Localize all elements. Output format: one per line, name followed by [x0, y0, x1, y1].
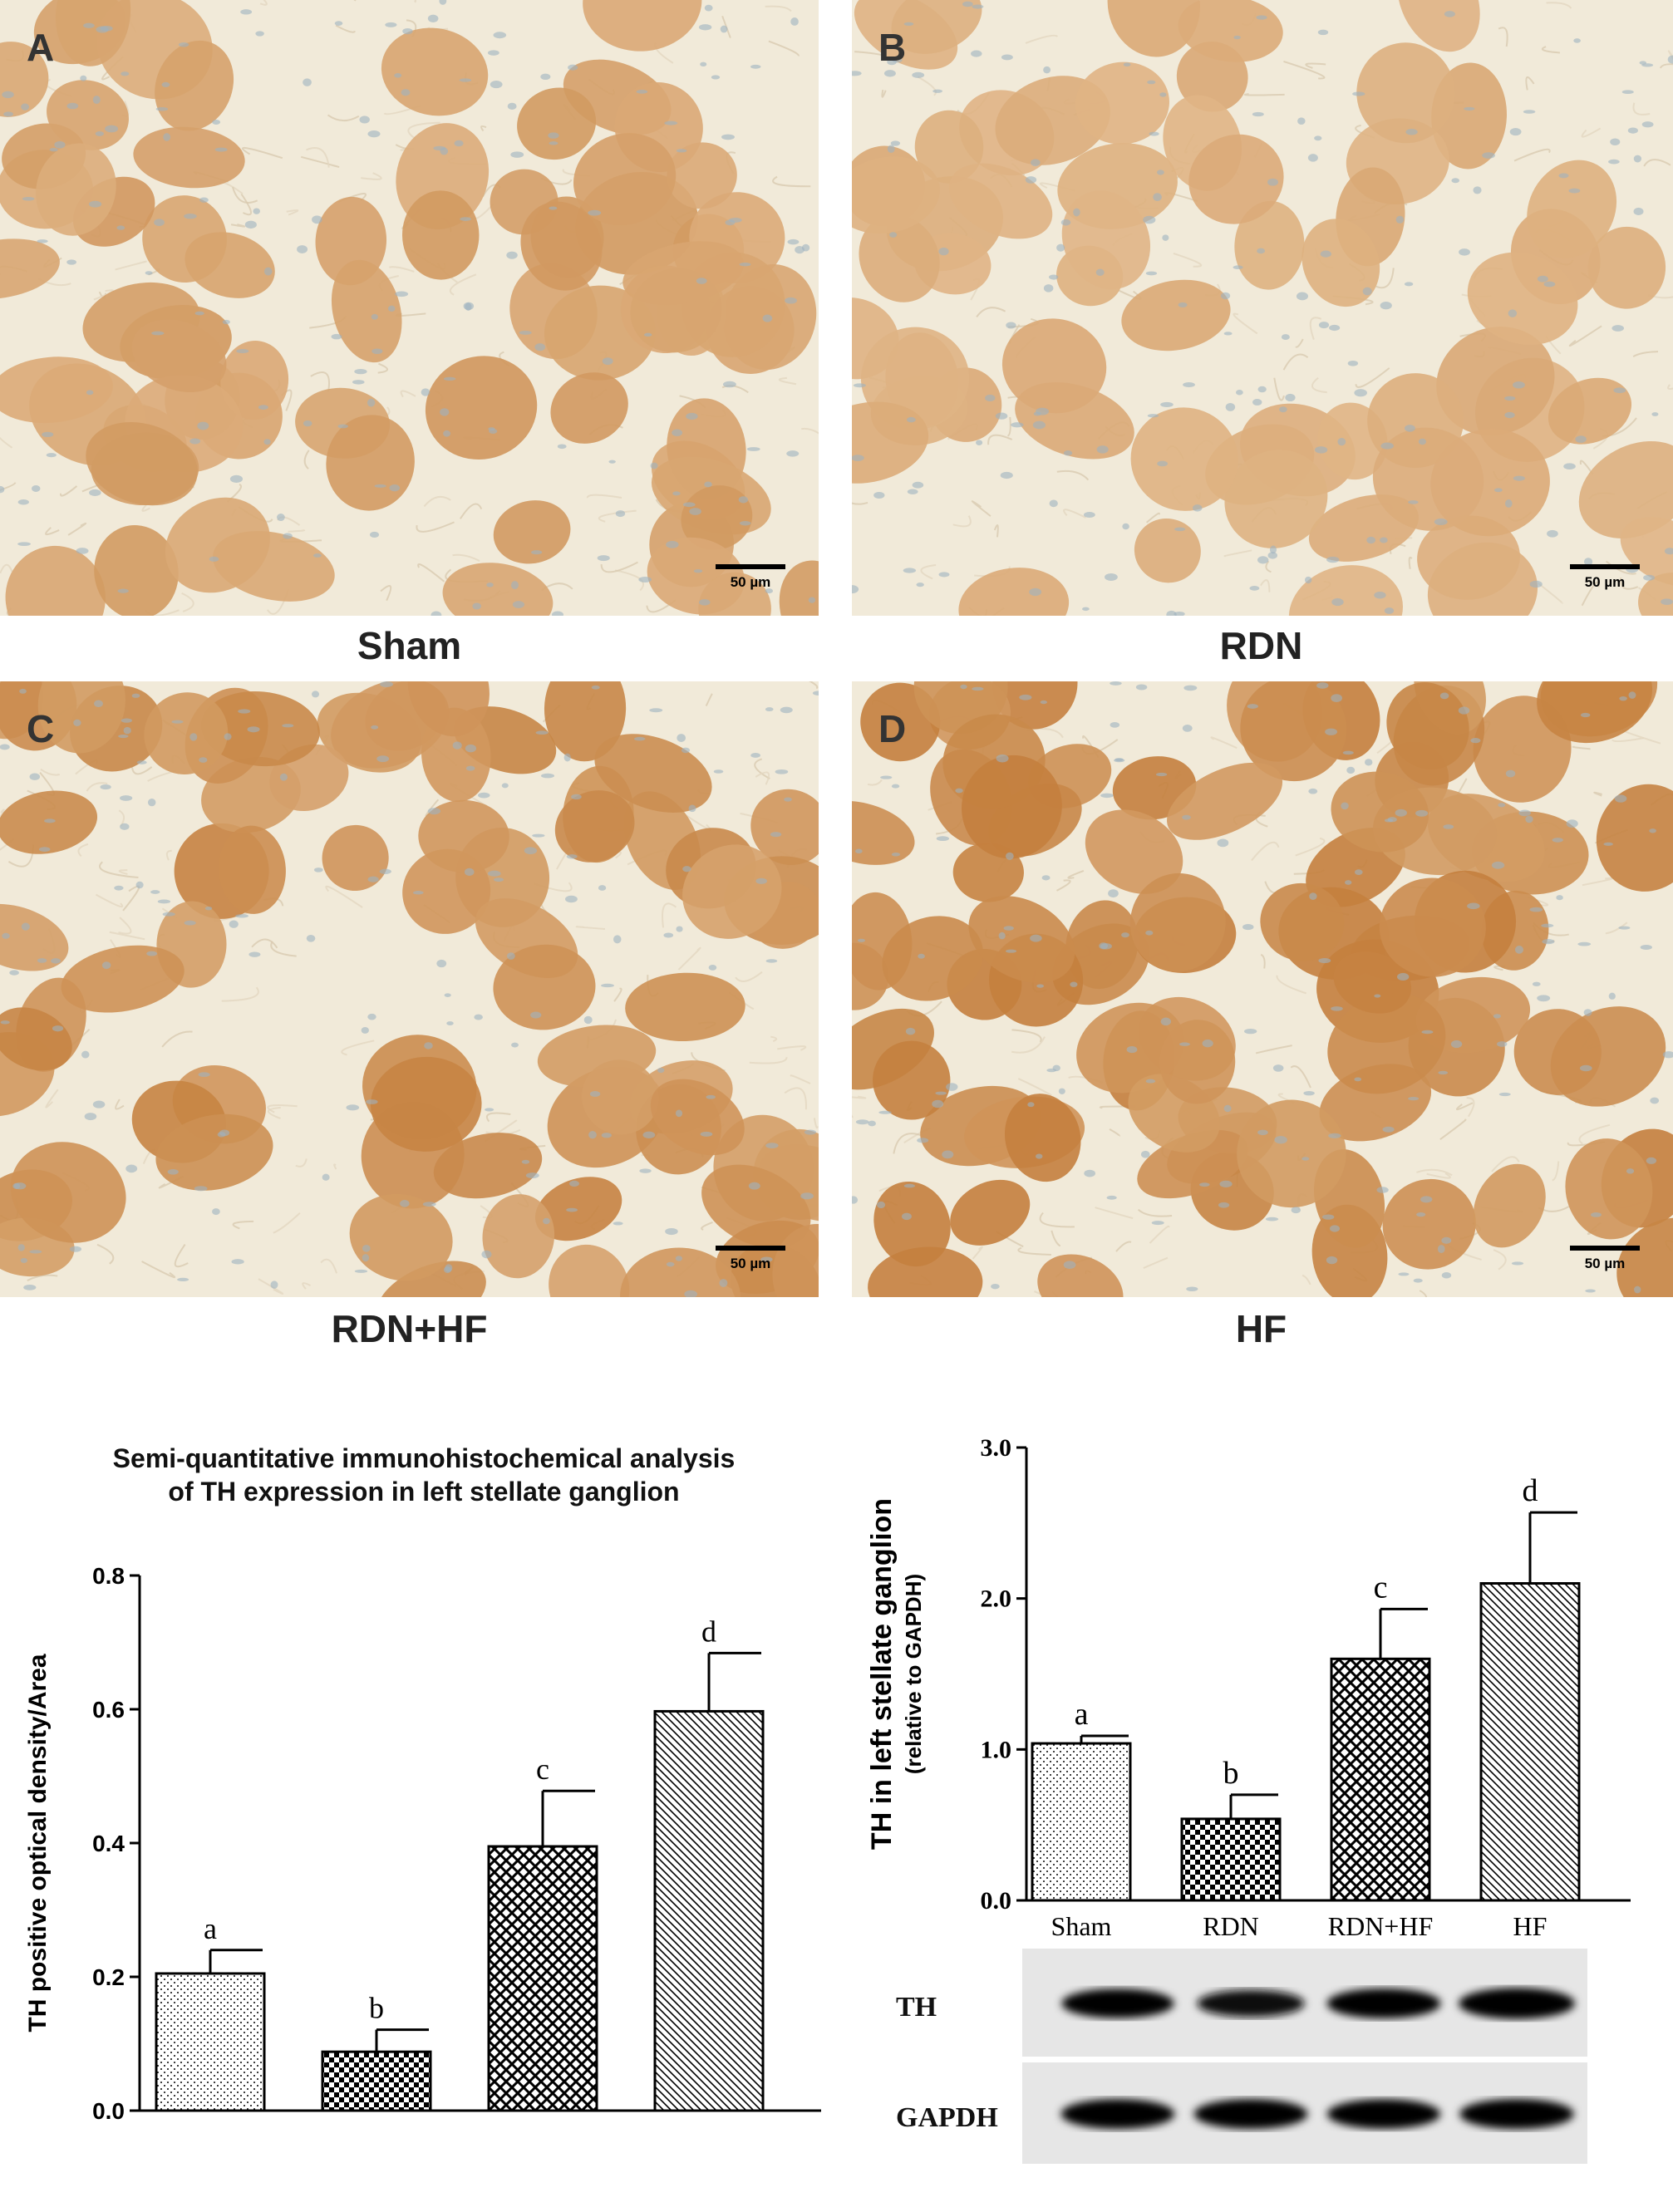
- blot-band: [1459, 1988, 1575, 2019]
- blot-band: [1197, 1989, 1305, 2018]
- panel-caption-d: HF: [1235, 1307, 1287, 1350]
- panel-caption-a: Sham: [357, 624, 462, 667]
- bar-rdn-hf: [487, 1845, 598, 2112]
- significance-letter: b: [369, 1992, 384, 2025]
- y-axis-sublabel: (relative to GAPDH): [901, 1574, 926, 1774]
- scale-bar-a: 50 µm: [716, 564, 785, 591]
- blot-label-gapdh: GAPDH: [896, 2102, 998, 2133]
- panel-caption-c: RDN+HF: [331, 1307, 488, 1350]
- micrograph-image-d: [852, 681, 1673, 1297]
- micrograph-panel-b: B 50 µm: [852, 0, 1673, 616]
- micrograph-image-a: [0, 0, 819, 616]
- chart-title-ihc: Semi-quantitative immunohistochemical an…: [33, 1442, 814, 1508]
- bar-rdn-hf: [1330, 1657, 1431, 1902]
- chart-title-line-1: Semi-quantitative immunohistochemical an…: [112, 1443, 736, 1473]
- significance-letter: c: [536, 1752, 549, 1786]
- blot-band: [1326, 1988, 1441, 2019]
- y-tick-label: 2.0: [981, 1585, 1012, 1613]
- y-tick-label: 0.0: [981, 1887, 1012, 1915]
- y-axis-label: TH in left stellate ganglion: [866, 1498, 898, 1850]
- scale-label-a: 50 µm: [730, 574, 771, 590]
- panel-caption-b: RDN: [1219, 624, 1303, 667]
- panel-letter-d: D: [878, 707, 907, 750]
- panel-letter-b: B: [878, 26, 907, 69]
- micrograph-panel-d: D 50 µm: [852, 681, 1673, 1297]
- panel-letter-c: C: [27, 707, 55, 750]
- y-tick-label: 0.6: [92, 1697, 125, 1723]
- y-tick-label: 0.2: [92, 1964, 125, 1990]
- micrograph-image-b: [852, 0, 1673, 616]
- micrograph-image-c: [0, 681, 819, 1297]
- bar-hf: [653, 1709, 765, 2112]
- significance-letter: d: [701, 1615, 716, 1648]
- scale-bar-c: 50 µm: [716, 1246, 785, 1272]
- y-tick-label: 3.0: [981, 1434, 1012, 1462]
- bar-rdn: [1180, 1817, 1282, 1902]
- blot-band: [1459, 2098, 1574, 2130]
- blot-band: [1060, 2098, 1175, 2130]
- chart-title-line-2: of TH expression in left stellate gangli…: [168, 1477, 680, 1507]
- y-tick-label: 0.4: [92, 1831, 125, 1856]
- bar-sham: [1031, 1742, 1132, 1902]
- category-label: RDN+HF: [1328, 1911, 1434, 1941]
- blot-band: [1061, 1988, 1174, 2018]
- y-tick-label: 0.8: [92, 1563, 125, 1589]
- significance-letter: c: [1374, 1570, 1388, 1605]
- scale-label-c: 50 µm: [730, 1256, 771, 1271]
- scale-bar-b: 50 µm: [1570, 564, 1640, 591]
- significance-letter: b: [1223, 1756, 1239, 1791]
- micrograph-panel-a: A 50 µm: [0, 0, 819, 616]
- y-tick-label: 0.0: [92, 2098, 125, 2124]
- blot-band: [1193, 2098, 1308, 2130]
- blot-band: [1326, 2099, 1441, 2129]
- significance-letter: d: [1523, 1473, 1538, 1508]
- blot-strip-th: [1022, 1949, 1587, 2057]
- panel-letter-a: A: [27, 26, 55, 69]
- y-axis-label: TH positive optical density/Area: [24, 1654, 52, 2032]
- significance-letter: a: [204, 1912, 217, 1945]
- category-label: HF: [1513, 1911, 1548, 1941]
- bar-hf: [1479, 1582, 1581, 1902]
- category-label: Sham: [1051, 1911, 1112, 1941]
- y-tick-label: 1.0: [981, 1736, 1012, 1763]
- category-label: RDN: [1203, 1911, 1259, 1941]
- micrograph-panel-c: C 50 µm: [0, 681, 819, 1297]
- bar-sham: [155, 1972, 266, 2112]
- scale-label-b: 50 µm: [1584, 574, 1626, 590]
- significance-letter: a: [1075, 1697, 1089, 1732]
- blot-strip-gapdh: [1022, 2062, 1587, 2164]
- bar-rdn: [321, 2050, 432, 2112]
- blot-label-th: TH: [896, 1992, 937, 2023]
- scale-bar-d: 50 µm: [1570, 1246, 1640, 1272]
- western-bar-chart: 0.0 1.0 2.0 3.0 a Sham b RDN c RDN+HF d HF TH in lef…: [866, 1434, 1631, 1941]
- scale-label-d: 50 µm: [1584, 1256, 1626, 1271]
